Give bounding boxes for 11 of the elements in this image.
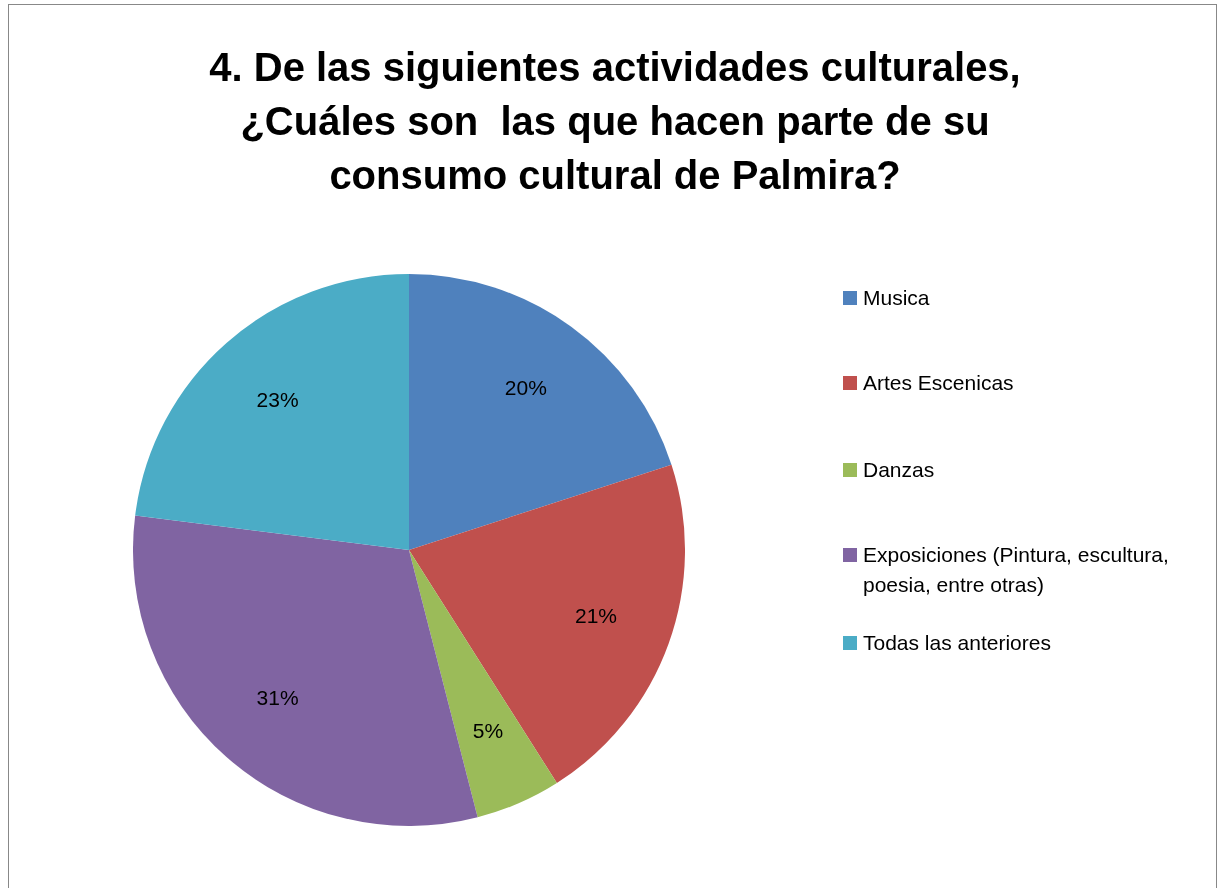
legend-label: Artes Escenicas <box>863 370 1014 396</box>
data-label: 31% <box>256 685 299 709</box>
data-label: 23% <box>256 387 299 411</box>
data-label: 21% <box>574 604 617 628</box>
legend-label: Todas las anteriores <box>863 630 1051 656</box>
data-label: 20% <box>504 376 547 400</box>
legend-label: Danzas <box>863 457 935 483</box>
legend-label: Musica <box>863 285 930 311</box>
data-label: 5% <box>472 719 504 743</box>
legend-label: Exposiciones (Pintura, escultura, poesia, entre otras) <box>863 542 1170 598</box>
chart-title: 4. De las siguientes actividades culturales, ¿Cuáles son las que hacen parte de su consumo cultural de Palmira? <box>208 44 1022 199</box>
